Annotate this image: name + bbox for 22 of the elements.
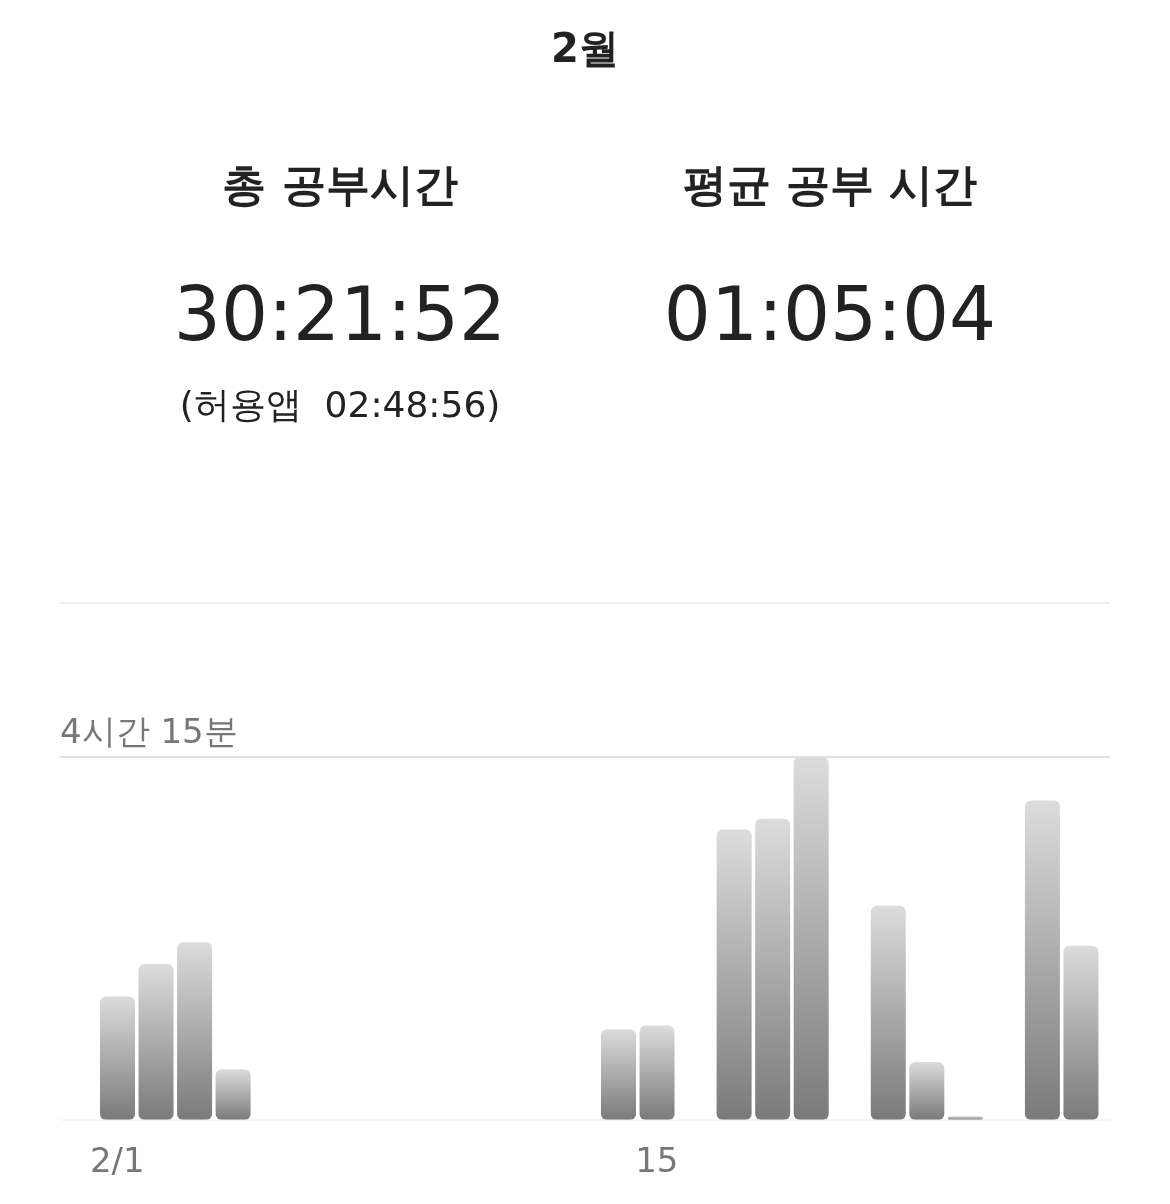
bar	[755, 818, 791, 1120]
bar	[1063, 945, 1099, 1120]
bar	[100, 996, 135, 1120]
bar	[793, 757, 829, 1120]
bar	[215, 1069, 251, 1120]
chart-title: 2월	[551, 23, 619, 73]
bar	[138, 963, 174, 1120]
bar	[639, 1025, 675, 1120]
bar	[1024, 800, 1060, 1120]
text: 01:05:04	[663, 271, 997, 358]
bar	[177, 942, 213, 1120]
x-tick-label: 2/1	[89, 1140, 145, 1181]
bar	[909, 1061, 945, 1120]
bar	[601, 1029, 636, 1120]
text: 30:21:52	[173, 271, 507, 358]
text: (허용앱 02:48:56)	[179, 384, 501, 426]
text: 총 공부시간	[222, 158, 458, 211]
bar	[716, 829, 752, 1120]
x-tick-label: 15	[635, 1140, 679, 1181]
bar	[870, 905, 906, 1120]
text: 평균 공부 시간	[682, 158, 978, 211]
ref-line-label: 4시간 15분	[60, 711, 238, 751]
